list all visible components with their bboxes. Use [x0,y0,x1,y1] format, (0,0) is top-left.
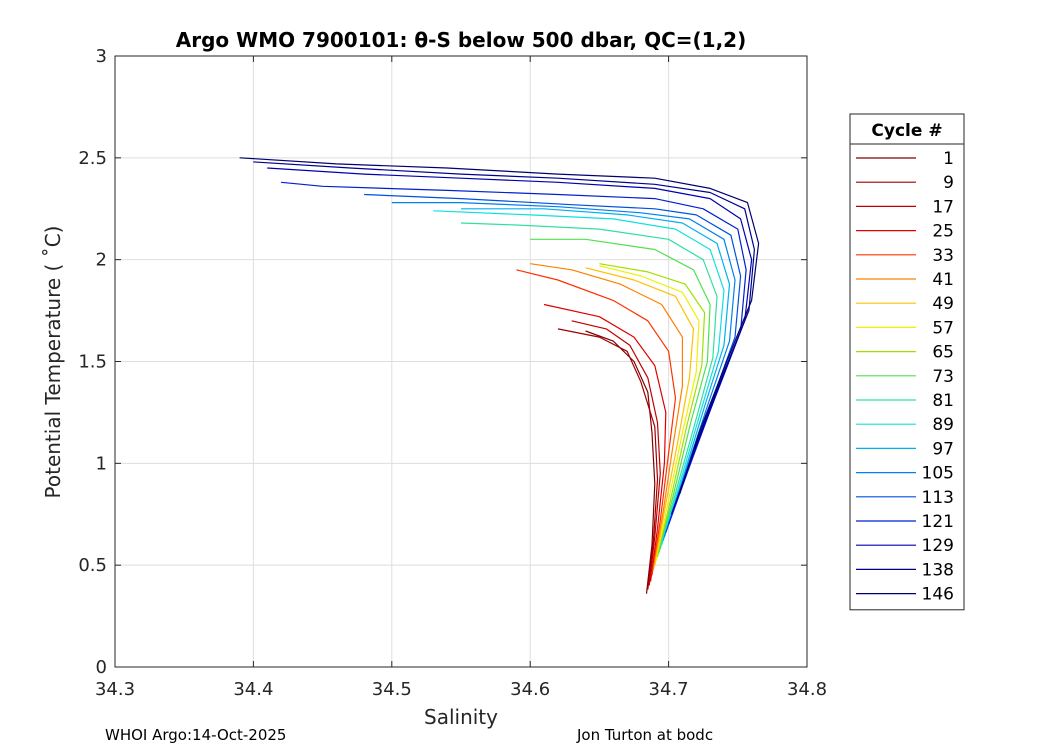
chart-title: Argo WMO 7900101: θ-S below 500 dbar, QC… [176,28,746,52]
x-tick-label: 34.5 [372,679,412,700]
legend-label: 9 [943,173,954,193]
series-line-cycle-65 [599,263,706,558]
series-line-cycle-89 [433,210,725,545]
plot-frame [114,55,808,668]
legend-label: 57 [932,318,954,338]
y-tick-label: 2.5 [78,148,107,169]
legend-label: 33 [932,246,954,266]
footer-author: Jon Turton at bodc [577,726,714,744]
series-line-cycle-9 [557,328,659,590]
legend-label: 81 [932,391,954,411]
series-line-cycle-73 [530,238,711,554]
series-line-cycle-57 [599,265,700,562]
series-line-cycle-25 [543,303,667,582]
series-line-cycle-81 [460,222,718,550]
y-tick-label: 0 [96,657,107,678]
legend-label: 65 [932,343,954,363]
legend-label: 17 [932,197,954,217]
legend-label: 97 [932,439,954,459]
series-line-cycle-17 [571,320,661,586]
series-line-cycle-105 [391,202,736,537]
legend-label: 89 [932,415,954,435]
series-line-cycle-138 [253,161,755,505]
legend-label: 73 [932,367,954,387]
axes: 34.3 34.4 34.5 34.6 34.7 34.8 0 0.5 1 1.5 2 2.5 3 [78,46,827,700]
legend-label: 49 [932,294,954,314]
y-axis-label: Potential Temperature ( ˚C) [41,226,65,499]
series-line-cycle-129 [267,167,753,515]
legend-label: 121 [922,512,954,532]
series-line-cycle-97 [461,208,731,541]
y-tick-label: 1 [96,453,107,474]
series-line-cycle-49 [585,267,695,566]
series-line-cycle-146 [239,157,760,495]
series-line-cycle-33 [516,269,677,576]
legend-label: 146 [922,585,954,605]
footer-source: WHOI Argo:14-Oct-2025 [105,726,287,744]
series-lines [239,157,760,594]
y-tick-label: 0.5 [78,555,107,576]
legend-label: 1 [943,149,954,169]
x-tick-label: 34.3 [95,679,135,700]
y-tick-label: 1.5 [78,352,107,373]
legend-label: 138 [922,560,954,580]
x-tick-label: 34.8 [787,679,827,700]
grid-lines [114,55,808,668]
legend-label: 41 [932,270,954,290]
y-tick-label: 3 [96,46,107,67]
series-line-cycle-41 [530,263,683,570]
legend-label: 105 [922,464,954,484]
x-axis-label: Salinity [424,705,498,729]
legend: Cycle #1 9 17 25 33 41 49 57 65 73 81 89 97 105 113 121… [849,113,965,611]
y-tick-label: 2 [96,250,107,271]
x-tick-label: 34.7 [649,679,689,700]
x-tick-label: 34.4 [233,679,273,700]
legend-box [849,113,965,611]
legend-label: 129 [922,536,954,556]
legend-label: 25 [932,222,954,242]
x-tick-label: 34.6 [510,679,550,700]
legend-title: Cycle # [871,121,942,141]
legend-label: 113 [922,488,954,508]
